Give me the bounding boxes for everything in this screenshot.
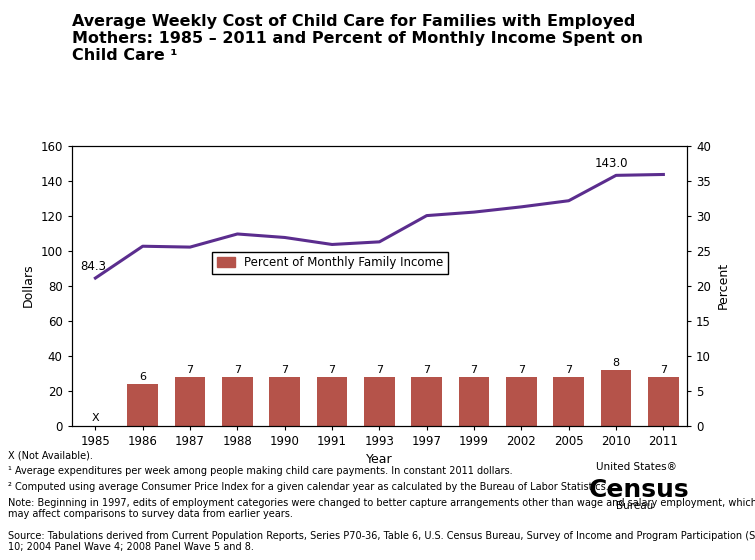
Text: 7: 7 (281, 365, 288, 375)
Y-axis label: Percent: Percent (716, 262, 729, 309)
Bar (601, 370, 631, 426)
Text: Source: Tabulations derived from Current Population Reports, Series P70-36, Tabl: Source: Tabulations derived from Current… (8, 531, 755, 552)
X-axis label: Year: Year (366, 453, 393, 466)
Text: Average Weekly Cost of Child Care for Families with Employed: Average Weekly Cost of Child Care for Fa… (72, 14, 635, 29)
Text: 7: 7 (518, 365, 525, 375)
Legend: Percent of Monthly Family Income: Percent of Monthly Family Income (212, 251, 448, 274)
Text: 7: 7 (376, 365, 383, 375)
Text: ² Computed using average Consumer Price Index for a given calendar year as calcu: ² Computed using average Consumer Price … (8, 482, 609, 492)
Text: 7: 7 (328, 365, 336, 375)
Bar (128, 384, 158, 426)
Text: 7: 7 (565, 365, 572, 375)
Text: 7: 7 (470, 365, 478, 375)
Bar (222, 376, 253, 426)
Text: Note: Beginning in 1997, edits of employment categories were changed to better c: Note: Beginning in 1997, edits of employ… (8, 498, 755, 520)
Y-axis label: Dollars: Dollars (22, 264, 35, 307)
Text: Census: Census (589, 478, 689, 502)
Bar (506, 376, 537, 426)
Bar (648, 376, 679, 426)
Text: 7: 7 (234, 365, 241, 375)
Text: X (Not Available).: X (Not Available). (8, 451, 92, 461)
Bar (174, 376, 205, 426)
Bar (553, 376, 584, 426)
Text: 7: 7 (660, 365, 667, 375)
Text: United States®: United States® (596, 462, 677, 472)
Text: Mothers: 1985 – 2011 and Percent of Monthly Income Spent on: Mothers: 1985 – 2011 and Percent of Mont… (72, 31, 643, 46)
Bar (411, 376, 442, 426)
Text: 143.0: 143.0 (595, 157, 628, 170)
Bar (459, 376, 489, 426)
Text: 7: 7 (186, 365, 193, 375)
Text: Bureau: Bureau (616, 501, 653, 511)
Bar (316, 376, 347, 426)
Text: 84.3: 84.3 (80, 260, 106, 273)
Bar (270, 376, 300, 426)
Bar (364, 376, 395, 426)
Text: 8: 8 (612, 358, 620, 368)
Text: Child Care ¹: Child Care ¹ (72, 48, 177, 63)
Text: 7: 7 (423, 365, 430, 375)
Text: ¹ Average expenditures per week among people making child care payments. In cons: ¹ Average expenditures per week among pe… (8, 466, 512, 477)
Text: X: X (91, 413, 99, 423)
Text: 6: 6 (139, 372, 146, 382)
